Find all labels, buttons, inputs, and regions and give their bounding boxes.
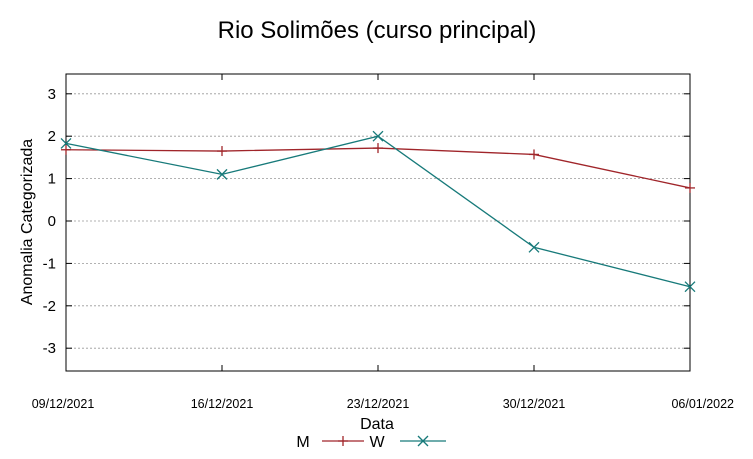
data-point-w: [372, 130, 384, 142]
data-point-m: [529, 149, 539, 160]
legend-marker-m: [338, 436, 348, 446]
data-point-w: [216, 168, 228, 180]
y-tick-label: 0: [48, 213, 56, 230]
data-point-w: [528, 241, 540, 253]
x-tick-label: 23/12/2021: [347, 397, 410, 411]
series-line-m: [65, 147, 691, 189]
data-point-m: [217, 146, 227, 157]
plot-frame: [65, 73, 691, 372]
y-tick-label: -3: [43, 340, 56, 357]
data-point-w: [60, 137, 72, 149]
x-axis-label: Data: [360, 416, 394, 433]
legend-label-m: M: [296, 434, 309, 451]
y-tick-label: 3: [48, 86, 56, 103]
y-axis-ticks: 3 2 1 0 -1 -2 -3: [43, 86, 690, 357]
y-tick-label: -1: [43, 255, 56, 272]
y-tick-label: 2: [48, 128, 56, 145]
y-axis-label: Anomalia Categorizada: [19, 139, 36, 305]
y-tick-label: -2: [43, 298, 56, 315]
x-axis-ticks: 09/12/2021 16/12/2021 23/12/2021 30/12/2021…: [32, 74, 734, 411]
x-tick-label: 30/12/2021: [503, 397, 566, 411]
data-point-w: [684, 281, 696, 293]
x-tick-label: 16/12/2021: [191, 397, 254, 411]
series-line-w: [65, 135, 691, 288]
legend-label-w: W: [369, 434, 385, 451]
data-point-m: [685, 182, 695, 193]
legend-marker-w: [417, 435, 429, 447]
grid-lines: [66, 93, 690, 349]
chart-title: Rio Solimões (curso principal): [218, 17, 537, 44]
x-tick-label: 06/01/2022: [671, 397, 734, 411]
data-point-m: [61, 144, 71, 155]
x-tick-label: 09/12/2021: [32, 397, 95, 411]
y-tick-label: 1: [48, 171, 56, 188]
series-lines: [60, 130, 696, 293]
data-point-m: [373, 143, 383, 154]
